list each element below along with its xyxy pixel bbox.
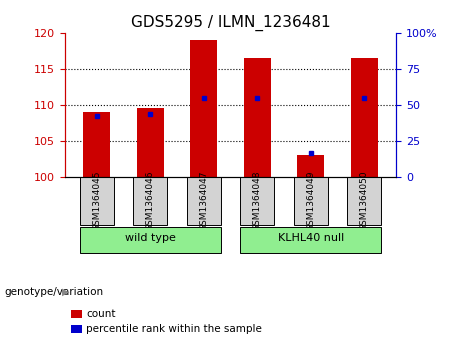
Bar	[137, 109, 164, 177]
Bar	[294, 177, 328, 225]
Text: KLHL40 null: KLHL40 null	[278, 233, 344, 243]
Text: GSM1364050: GSM1364050	[360, 171, 369, 232]
Text: GSM1364049: GSM1364049	[306, 171, 315, 231]
Bar	[240, 227, 381, 253]
Bar	[133, 177, 167, 225]
Title: GDS5295 / ILMN_1236481: GDS5295 / ILMN_1236481	[130, 15, 331, 31]
Text: GSM1364047: GSM1364047	[199, 171, 208, 231]
Bar	[347, 177, 381, 225]
Bar	[351, 58, 378, 177]
Text: GSM1364046: GSM1364046	[146, 171, 155, 231]
Bar	[187, 177, 221, 225]
Bar	[244, 58, 271, 177]
Text: GSM1364045: GSM1364045	[92, 171, 101, 231]
Bar	[190, 40, 217, 177]
Text: percentile rank within the sample: percentile rank within the sample	[86, 323, 262, 334]
Text: GSM1364048: GSM1364048	[253, 171, 262, 231]
Text: wild type: wild type	[125, 233, 176, 243]
Bar	[80, 177, 114, 225]
Text: count: count	[86, 309, 116, 319]
Bar	[83, 112, 110, 177]
Bar	[240, 177, 274, 225]
Text: genotype/variation: genotype/variation	[5, 287, 104, 297]
Bar	[80, 227, 221, 253]
Text: ▶: ▶	[62, 287, 70, 297]
Bar	[297, 155, 324, 177]
